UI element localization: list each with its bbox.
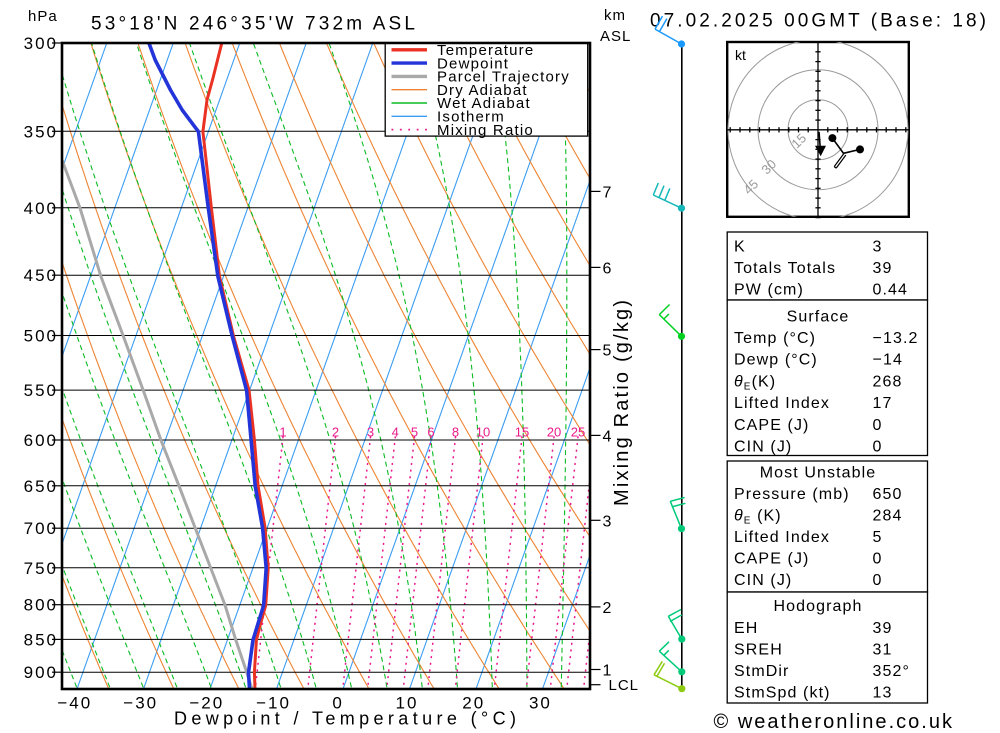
svg-text:650: 650 [873,486,903,503]
svg-text:6: 6 [603,260,612,277]
svg-text:4: 4 [603,428,612,445]
svg-text:CIN (J): CIN (J) [734,439,792,456]
svg-text:0.44: 0.44 [873,282,909,299]
svg-text:25: 25 [571,425,585,440]
svg-text:800: 800 [24,596,58,615]
svg-text:39: 39 [873,620,893,637]
svg-text:−10: −10 [256,694,291,713]
svg-text:CAPE (J): CAPE (J) [734,417,809,434]
svg-text:0: 0 [873,572,883,589]
svg-text:Lifted Index: Lifted Index [734,529,830,546]
svg-text:5: 5 [411,425,418,440]
svg-text:Surface: Surface [787,308,850,325]
svg-text:StmSpd (kt): StmSpd (kt) [734,685,831,702]
svg-text:900: 900 [24,663,58,682]
svg-text:31: 31 [873,642,893,659]
svg-text:10: 10 [396,694,419,713]
svg-text:39: 39 [873,260,893,277]
svg-text:4: 4 [392,425,399,440]
svg-text:650: 650 [24,477,58,496]
svg-text:850: 850 [24,630,58,649]
svg-text:Totals Totals: Totals Totals [734,260,836,277]
svg-text:6: 6 [427,425,434,440]
svg-text:400: 400 [24,199,58,218]
svg-text:3: 3 [367,425,374,440]
svg-text:350: 350 [24,122,58,141]
svg-text:hPa: hPa [28,8,58,25]
svg-text:−20: −20 [189,694,224,713]
svg-text:−40: −40 [57,694,92,713]
svg-text:ASL: ASL [600,28,631,45]
svg-text:SREH: SREH [734,642,783,659]
svg-text:53°18'N 246°35'W 732m ASL: 53°18'N 246°35'W 732m ASL [91,14,415,35]
svg-text:CAPE (J): CAPE (J) [734,551,809,568]
svg-text:EH: EH [734,620,758,637]
svg-text:θE(K): θE(K) [734,373,776,392]
svg-text:0: 0 [332,694,343,713]
svg-text:Parcel Trajectory: Parcel Trajectory [437,69,570,86]
svg-text:Dewpoint / Temperature (°C): Dewpoint / Temperature (°C) [174,709,516,729]
svg-text:750: 750 [24,559,58,578]
svg-text:Wet Adiabat: Wet Adiabat [437,95,531,112]
svg-text:2: 2 [332,425,339,440]
svg-text:07.02.2025 00GMT (Base: 18): 07.02.2025 00GMT (Base: 18) [650,11,986,32]
svg-text:3: 3 [603,513,612,530]
svg-text:3: 3 [873,239,883,256]
svg-text:Pressure (mb): Pressure (mb) [734,486,850,503]
svg-text:StmDir: StmDir [734,663,789,680]
svg-text:550: 550 [24,381,58,400]
svg-text:300: 300 [24,34,58,53]
svg-text:Temp (°C): Temp (°C) [734,330,816,347]
svg-text:5: 5 [873,529,883,546]
svg-text:Dry Adiabat: Dry Adiabat [437,82,528,99]
svg-text:600: 600 [24,431,58,450]
svg-text:0: 0 [873,551,883,568]
svg-text:Isotherm: Isotherm [437,109,505,126]
svg-text:2: 2 [603,600,612,617]
svg-text:30: 30 [529,694,552,713]
svg-text:Most Unstable: Most Unstable [760,465,877,482]
svg-text:0: 0 [873,417,883,434]
svg-text:700: 700 [24,519,58,538]
svg-text:Temperature: Temperature [437,42,534,59]
svg-text:km: km [604,7,626,24]
svg-text:7: 7 [603,184,612,201]
svg-text:PW (cm): PW (cm) [734,282,804,299]
svg-text:284: 284 [873,508,903,525]
svg-text:LCL: LCL [609,677,640,694]
svg-text:450: 450 [24,266,58,285]
svg-text:13: 13 [873,685,893,702]
svg-text:0: 0 [873,439,883,456]
svg-text:Lifted Index: Lifted Index [734,395,830,412]
svg-text:268: 268 [873,373,903,390]
svg-text:Dewpoint: Dewpoint [437,55,509,72]
svg-text:kt: kt [735,47,746,63]
svg-text:K: K [734,239,746,256]
svg-text:−14: −14 [873,352,903,369]
svg-text:1: 1 [279,425,286,440]
svg-text:© weatheronline.co.uk: © weatheronline.co.uk [714,711,954,733]
svg-text:20: 20 [547,425,561,440]
svg-text:15: 15 [515,425,529,440]
svg-text:500: 500 [24,327,58,346]
svg-text:8: 8 [452,425,459,440]
svg-text:1: 1 [603,663,612,680]
svg-text:−13.2: −13.2 [873,330,919,347]
svg-text:Mixing Ratio: Mixing Ratio [437,122,534,139]
svg-text:−30: −30 [123,694,158,713]
svg-text:352°: 352° [873,663,911,680]
svg-text:CIN (J): CIN (J) [734,572,792,589]
svg-text:Dewp (°C): Dewp (°C) [734,352,818,369]
svg-text:θE (K): θE (K) [734,508,782,527]
svg-text:5: 5 [603,343,612,360]
svg-text:20: 20 [462,694,485,713]
svg-text:Hodograph: Hodograph [773,598,862,615]
svg-text:17: 17 [873,395,893,412]
svg-text:10: 10 [476,425,490,440]
svg-text:Mixing Ratio (g/kg): Mixing Ratio (g/kg) [611,300,633,506]
